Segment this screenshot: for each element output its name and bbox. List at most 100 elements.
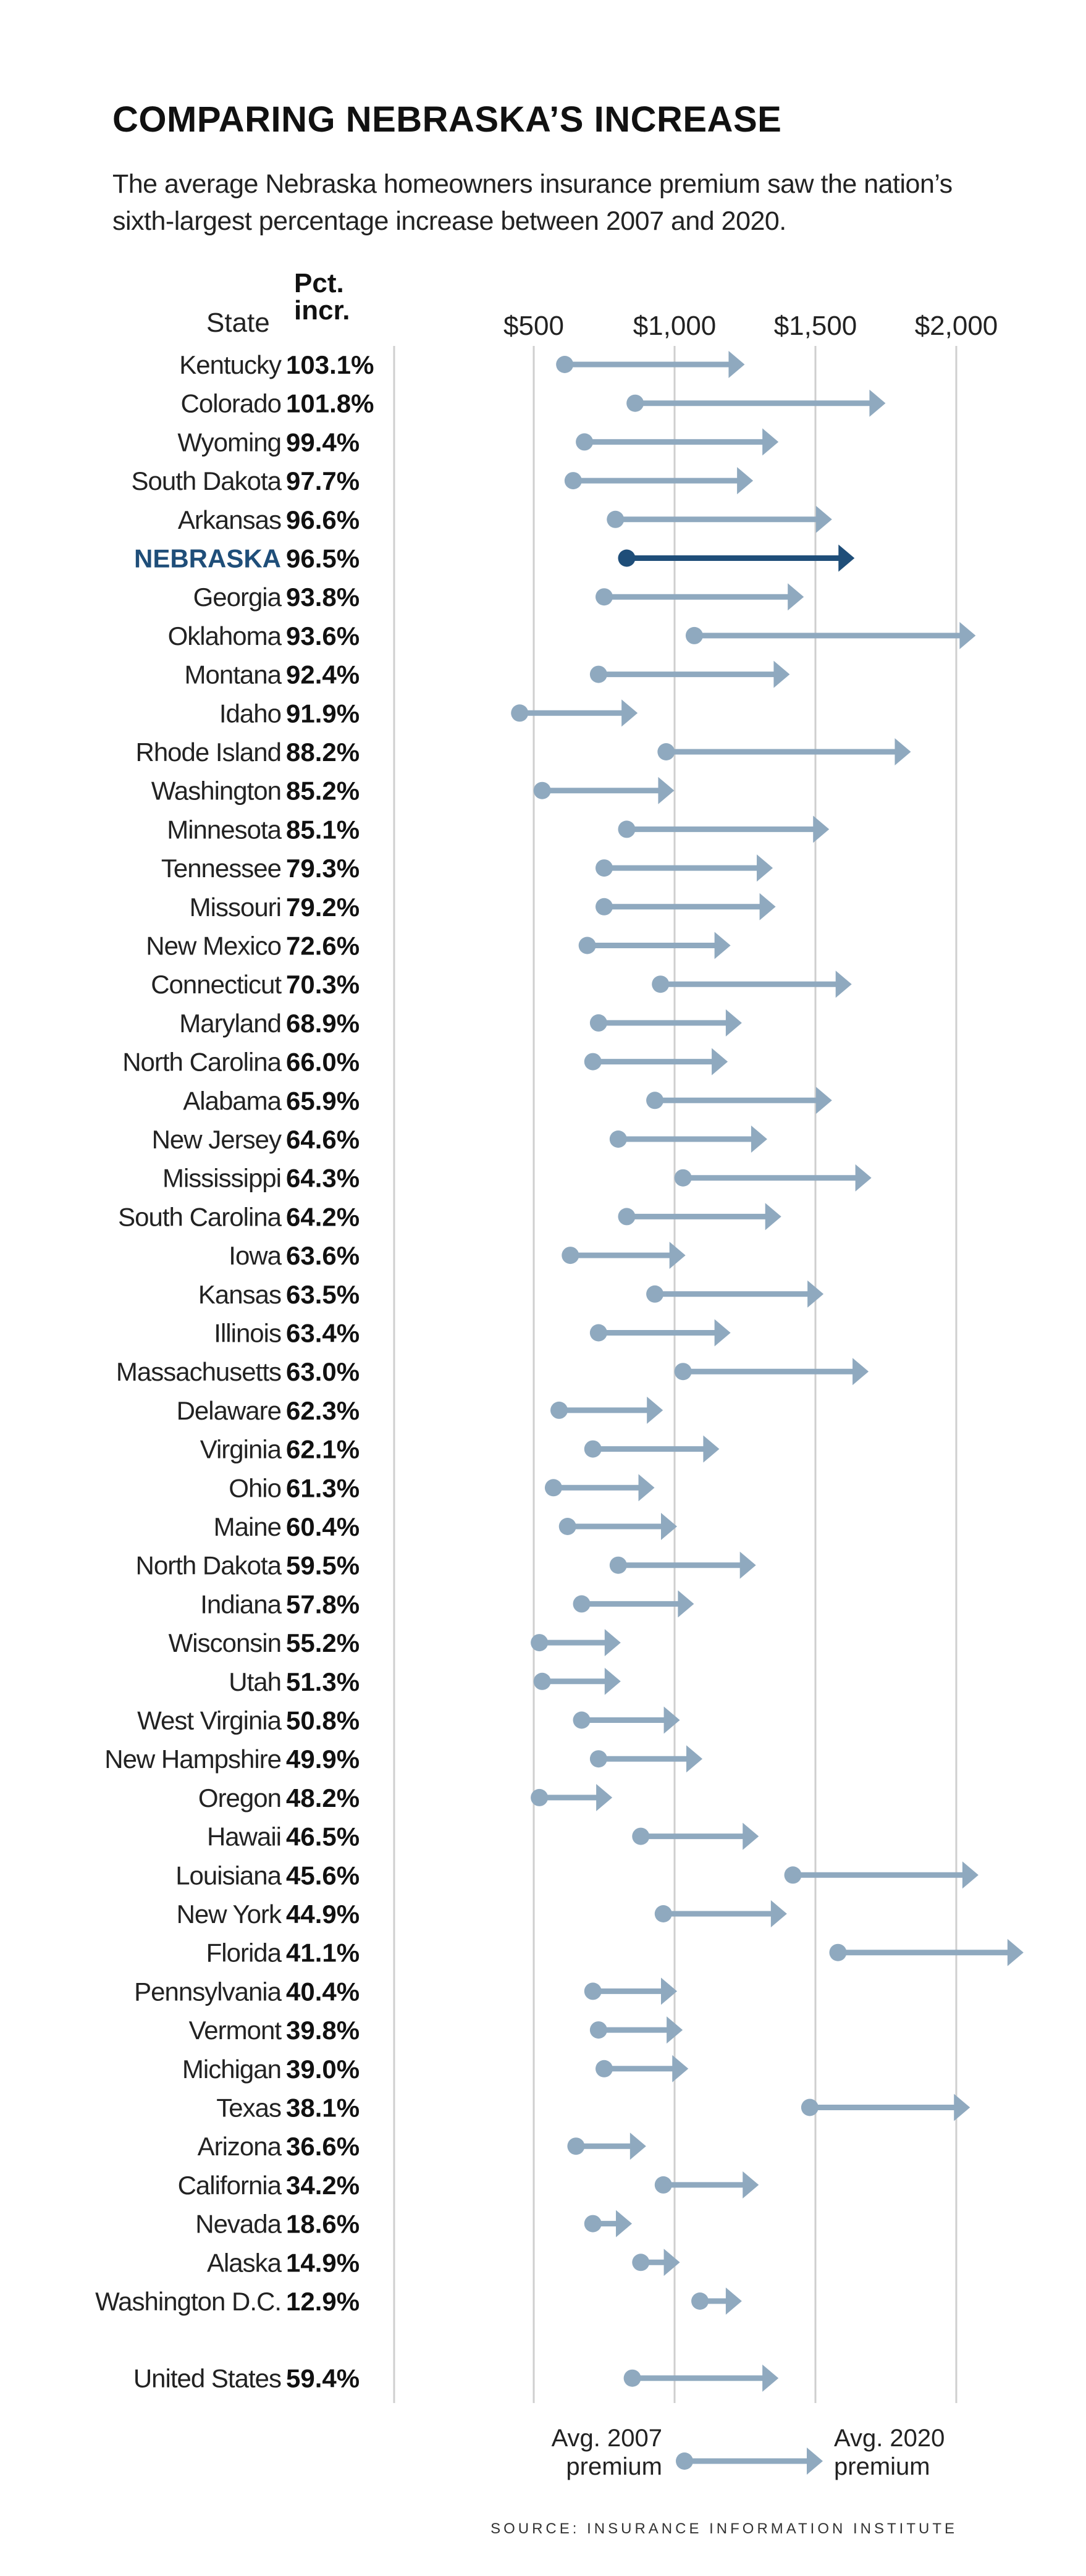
state-label: New Hampshire [104, 1745, 281, 1774]
premium-arrow-2007-dot [652, 975, 670, 993]
row-idaho: Idaho 91.9% [219, 699, 638, 728]
premium-arrow-2020-arrowhead [759, 893, 776, 920]
premium-arrow-2007-dot [578, 937, 596, 954]
state-label: Texas [216, 2094, 281, 2123]
pct-label: 18.6% [286, 2210, 360, 2239]
pct-label: 44.9% [286, 1900, 360, 1929]
premium-arrow-2007-dot [596, 859, 613, 877]
premium-arrow-2007-dot [584, 1982, 602, 2000]
state-label: Pennsylvania [134, 1977, 282, 2006]
row-california: California 34.2% [178, 2171, 759, 2200]
premium-arrow-2007-dot [609, 1556, 627, 1574]
premium-arrow-2007-dot [596, 898, 613, 915]
pct-label: 49.9% [286, 1745, 360, 1774]
row-mississippi: Mississippi 64.3% [162, 1164, 872, 1193]
premium-arrow-2020-arrowhead [728, 351, 745, 378]
premium-arrow-2007-dot [829, 1943, 847, 1961]
premium-arrow-2020-arrowhead [714, 932, 731, 959]
premium-arrow-2020-arrowhead [647, 1396, 663, 1424]
premium-arrow-2020-arrowhead [714, 1319, 731, 1347]
premium-arrow-2007-dot [584, 2215, 602, 2233]
premium-arrow-2007-dot [533, 781, 551, 799]
state-label: Arkansas [178, 505, 281, 534]
state-label: NEBRASKA [134, 544, 281, 573]
premium-arrow-2020-arrowhead [959, 621, 976, 649]
row-montana: Montana 92.4% [185, 660, 790, 689]
pct-label: 96.6% [286, 505, 360, 534]
premium-arrow-2007-dot [567, 2137, 585, 2155]
state-label: Utah [229, 1667, 281, 1696]
premium-arrow-2020-arrowhead [762, 2364, 779, 2392]
row-iowa: Iowa 63.6% [229, 1241, 686, 1270]
row-maryland: Maryland 68.9% [179, 1009, 742, 1038]
premium-arrow-2020-arrowhead [669, 1242, 686, 1269]
row-georgia: Georgia 93.8% [193, 583, 804, 612]
x-axis-ticks: $500 $1,000 $1,500 $2,000 [503, 311, 998, 341]
premium-arrow-2007-dot [618, 1208, 636, 1226]
row-united-states: United States 59.4% [133, 2364, 779, 2393]
premium-arrow-2007-dot [654, 1905, 672, 1922]
premium-arrow-2007-dot [646, 1092, 664, 1109]
row-alabama: Alabama 65.9% [183, 1086, 832, 1115]
premium-arrow-2020-arrowhead [835, 970, 852, 998]
state-label: Oklahoma [168, 621, 282, 650]
premium-arrow-2007-dot [589, 2021, 607, 2039]
premium-arrow-2020-arrowhead [815, 1087, 832, 1114]
state-label: Montana [185, 660, 282, 689]
premium-arrow-2007-dot [646, 1285, 664, 1303]
pct-label: 61.3% [286, 1473, 360, 1502]
row-illinois: Illinois 63.4% [214, 1319, 731, 1348]
row-nebraska: NEBRASKA 96.5% [134, 544, 855, 573]
row-delaware: Delaware 62.3% [177, 1396, 663, 1425]
state-label: Mississippi [162, 1164, 281, 1193]
row-north-carolina: North Carolina 66.0% [122, 1048, 728, 1077]
pct-column-header: Pct. incr. [294, 270, 362, 324]
premium-arrow-2007-dot [562, 1247, 579, 1265]
premium-arrow-2007-dot [623, 2369, 641, 2387]
premium-arrow-2020-arrowhead [762, 428, 779, 456]
state-label: Minnesota [167, 815, 282, 844]
row-arizona: Arizona 36.6% [198, 2132, 646, 2161]
state-label: South Dakota [131, 466, 282, 495]
pct-label: 14.9% [286, 2248, 360, 2277]
row-wisconsin: Wisconsin 55.2% [169, 1628, 621, 1657]
premium-arrow-2020-arrowhead [807, 1280, 824, 1308]
chart-rows: Kentucky 103.1%Colorado 101.8%Wyoming 99.4%… [95, 350, 1024, 2393]
premium-arrow-2020-arrowhead [621, 699, 638, 727]
premium-arrow-2020-arrowhead [757, 854, 773, 882]
x-tick-label: $1,000 [633, 311, 717, 341]
pct-label: 101.8% [286, 389, 374, 418]
row-rhode-island: Rhode Island 88.2% [135, 738, 911, 767]
row-ohio: Ohio 61.3% [229, 1473, 655, 1502]
premium-arrow-2007-dot [584, 1053, 602, 1071]
pct-label: 79.2% [286, 893, 360, 922]
row-south-carolina: South Carolina 64.2% [118, 1202, 781, 1231]
row-kentucky: Kentucky 103.1% [179, 350, 745, 379]
premium-arrow-2020-arrowhead [604, 1667, 621, 1695]
row-arkansas: Arkansas 96.6% [178, 505, 832, 534]
premium-arrow-2020-arrowhead [703, 1435, 720, 1463]
state-label: West Virginia [137, 1706, 282, 1735]
premium-arrow-2007-dot [550, 1401, 568, 1419]
pct-label: 91.9% [286, 699, 360, 728]
premium-arrow-2020-arrowhead [604, 1629, 621, 1657]
premium-arrow-2020-arrowhead [725, 1009, 742, 1037]
row-north-dakota: North Dakota 59.5% [136, 1551, 756, 1580]
legend-2020-arrowhead [807, 2448, 823, 2475]
state-label: North Dakota [136, 1551, 282, 1580]
pct-label: 65.9% [286, 1086, 360, 1115]
pct-label: 45.6% [286, 1861, 360, 1890]
pct-label: 48.2% [286, 1783, 360, 1812]
state-label: Nevada [195, 2210, 282, 2239]
row-vermont: Vermont 39.8% [189, 2016, 683, 2045]
premium-arrow-2020-arrowhead [667, 2016, 683, 2044]
state-label: Tennessee [161, 854, 281, 883]
premium-arrow-2007-dot [618, 820, 636, 838]
row-missouri: Missouri 79.2% [190, 893, 776, 922]
pct-label: 34.2% [286, 2171, 360, 2200]
state-label: Maine [214, 1512, 281, 1541]
pct-label: 63.0% [286, 1357, 360, 1386]
premium-arrow-2020-arrowhead [737, 467, 754, 495]
pct-label: 51.3% [286, 1667, 360, 1696]
